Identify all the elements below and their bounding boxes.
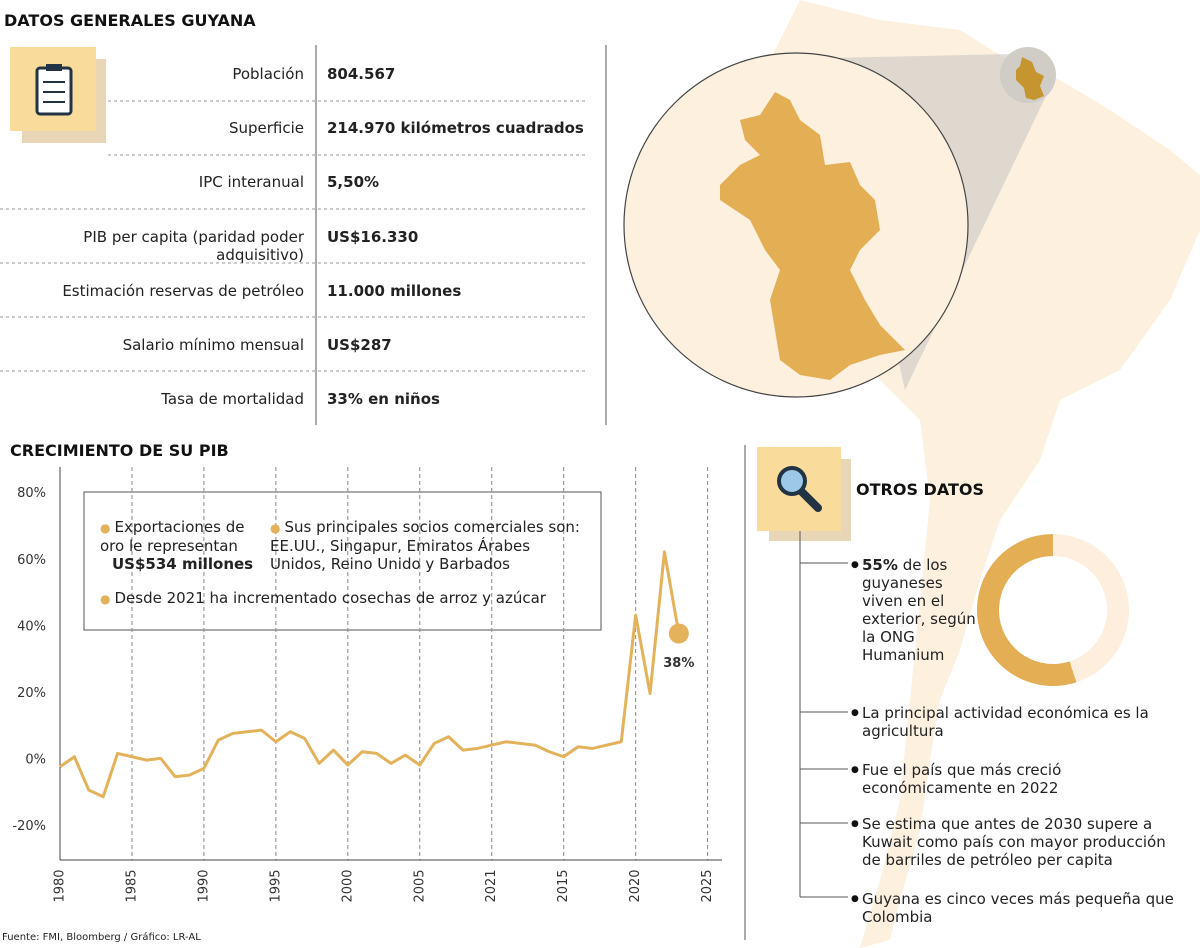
x-tick-label: 2015 xyxy=(556,869,571,902)
x-tick-label: 2000 xyxy=(340,869,355,902)
clipboard-clip xyxy=(46,64,62,71)
annotation-text: Desde 2021 ha incrementado cosechas de a… xyxy=(114,589,546,607)
y-tick-label: -20% xyxy=(12,819,46,834)
row-separators xyxy=(0,100,587,372)
other-item-text: Se estima que antes de 2030 supere a Kuw… xyxy=(862,815,1166,869)
x-tick-label: 1980 xyxy=(53,869,68,902)
x-tick-label: 2005 xyxy=(412,869,427,902)
end-point xyxy=(668,623,689,644)
x-tick-label: 1995 xyxy=(268,869,283,902)
other-item-text: Guyana es cinco veces más pequeña que Co… xyxy=(862,890,1174,926)
row-value: 5,50% xyxy=(327,173,380,192)
annotation-text: Sus principales socios comerciales son: … xyxy=(270,518,580,573)
donut-segment xyxy=(977,534,1077,686)
annotation-text: Exportaciones de oro le representan xyxy=(100,518,245,555)
other-item: La principal actividad económica es la a… xyxy=(851,704,1182,740)
annotation-highlight: US$534 millones xyxy=(112,555,254,573)
x-tick-label: 2020 xyxy=(628,869,643,902)
search-lens xyxy=(777,466,807,496)
x-tick-label: 2021 xyxy=(484,869,499,902)
other-title: OTROS DATOS xyxy=(856,480,984,499)
row-label: Salario mínimo mensual xyxy=(122,336,304,354)
annotation: Exportaciones de oro le representanUS$53… xyxy=(100,518,260,573)
y-tick-label: 0% xyxy=(25,753,46,768)
other-item-text: Fue el país que más creció económicament… xyxy=(862,761,1062,797)
source: Fuente: FMI, Bloomberg / Gráfico: LR-AL xyxy=(2,932,201,943)
data-label: 38% xyxy=(663,656,694,671)
y-tick-label: 80% xyxy=(17,486,46,501)
x-tick-label: 1985 xyxy=(124,869,139,902)
y-tick-label: 60% xyxy=(17,553,46,568)
row-label: Población xyxy=(232,65,304,83)
row-value: 214.970 kilómetros cuadrados xyxy=(327,119,584,138)
header-title: DATOS GENERALES GUYANA xyxy=(4,11,256,30)
donut-label: 55% xyxy=(862,556,898,574)
row-label: Tasa de mortalidad xyxy=(161,390,304,409)
other-item: Se estima que antes de 2030 supere a Kuw… xyxy=(851,815,1182,869)
x-tick-label: 2025 xyxy=(700,869,715,902)
annotation: Sus principales socios comerciales son: … xyxy=(270,518,590,573)
row-value: US$16.330 xyxy=(327,227,419,246)
donut-segment xyxy=(1053,534,1129,683)
other-item: Fue el país que más creció económicament… xyxy=(851,761,1182,797)
small-guyana xyxy=(1016,57,1044,100)
other-item-text: La principal actividad económica es la a… xyxy=(862,704,1149,740)
row-label: PIB per capita (paridad poder adquisitiv… xyxy=(83,227,304,264)
row-value: 804.567 xyxy=(327,65,396,83)
row-label: Estimación reservas de petróleo xyxy=(62,281,304,300)
x-tick-label: 1990 xyxy=(196,869,211,902)
row-label: Superficie xyxy=(228,119,304,138)
line xyxy=(59,550,681,799)
row-value: 11.000 millones xyxy=(327,281,462,300)
other-item-text: de los guyaneses viven en el exterior, s… xyxy=(862,556,976,664)
row-label: IPC interanual xyxy=(198,173,304,192)
guyana-shape xyxy=(720,92,905,380)
row-value: US$287 xyxy=(327,336,392,354)
list-connectors xyxy=(799,531,848,898)
other-item: Guyana es cinco veces más pequeña que Co… xyxy=(851,890,1182,926)
y-tick-label: 20% xyxy=(17,686,46,701)
other-item: 55% de los guyaneses viven en el exterio… xyxy=(851,556,982,664)
search-handle xyxy=(796,486,822,512)
y-tick-label: 40% xyxy=(17,619,46,634)
chart-title: CRECIMIENTO DE SU PIB xyxy=(10,441,229,460)
annotation: Desde 2021 ha incrementado cosechas de a… xyxy=(100,589,580,608)
row-value: 33% en niños xyxy=(327,390,440,409)
